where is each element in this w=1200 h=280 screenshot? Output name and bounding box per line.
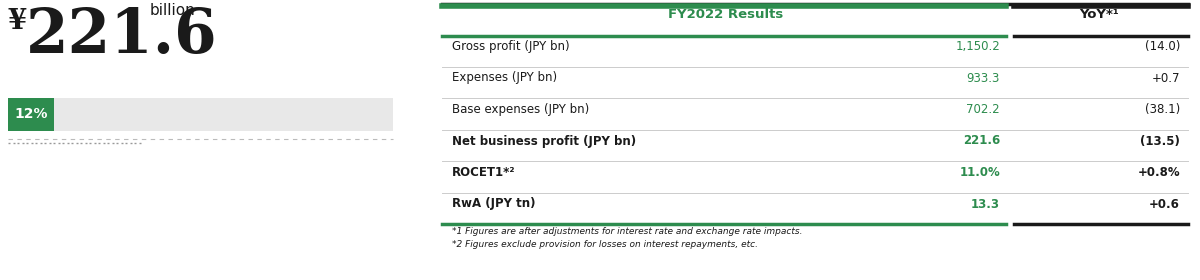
Text: 221.6: 221.6 [962,134,1000,148]
Text: *1 Figures are after adjustments for interest rate and exchange rate impacts.: *1 Figures are after adjustments for int… [452,227,803,236]
Text: *2 Figures exclude provision for losses on interest repayments, etc.: *2 Figures exclude provision for losses … [452,240,758,249]
Text: +0.7: +0.7 [1152,71,1180,85]
Text: 12%: 12% [14,108,48,122]
Text: Expenses (JPY bn): Expenses (JPY bn) [452,71,557,85]
Text: (38.1): (38.1) [1145,103,1180,116]
Text: YoY*¹: YoY*¹ [1079,8,1118,21]
Text: ¥: ¥ [8,8,28,35]
Text: 933.3: 933.3 [967,71,1000,85]
Bar [8,98,54,131]
Text: ROCET1*²: ROCET1*² [452,166,516,179]
Text: (14.0): (14.0) [1145,40,1180,53]
Text: 1,150.2: 1,150.2 [955,40,1000,53]
Text: 702.2: 702.2 [966,103,1000,116]
Text: Base expenses (JPY bn): Base expenses (JPY bn) [452,103,589,116]
Text: RwA (JPY tn): RwA (JPY tn) [452,197,535,211]
Text: +0.6: +0.6 [1150,197,1180,211]
Text: 11.0%: 11.0% [959,166,1000,179]
Bar [8,98,394,131]
Text: FY2022 Results: FY2022 Results [668,8,784,21]
Text: 221.6: 221.6 [26,6,217,66]
Text: +0.8%: +0.8% [1138,166,1180,179]
Text: (13.5): (13.5) [1140,134,1180,148]
Text: 13.3: 13.3 [971,197,1000,211]
Text: billion: billion [150,3,196,18]
Text: Net business profit (JPY bn): Net business profit (JPY bn) [452,134,636,148]
Text: Gross profit (JPY bn): Gross profit (JPY bn) [452,40,570,53]
